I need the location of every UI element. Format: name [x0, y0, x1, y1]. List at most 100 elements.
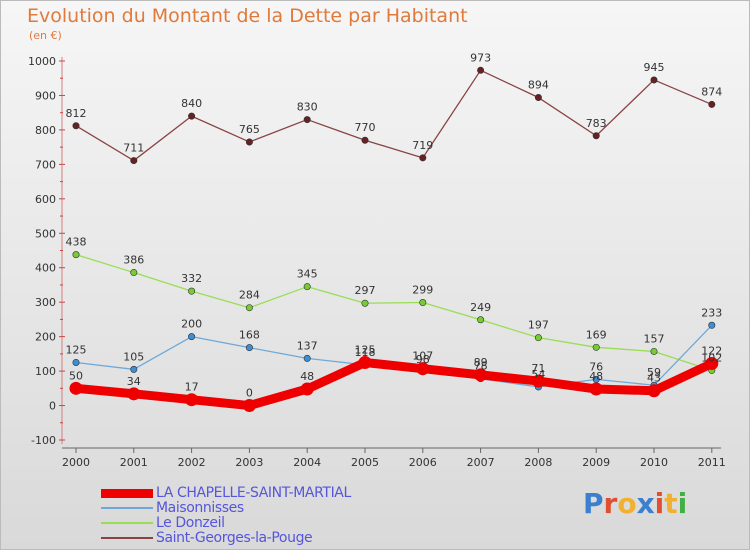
data-point	[130, 365, 138, 373]
y-tick-label: 600	[35, 193, 56, 206]
data-point	[303, 116, 311, 124]
data-label: 438	[66, 236, 87, 249]
data-label: 48	[300, 370, 314, 383]
x-tick-label: 2006	[409, 456, 437, 469]
y-tick-label: 200	[35, 331, 56, 344]
data-label: 102	[701, 351, 722, 364]
data-point	[361, 299, 369, 307]
x-tick-label: 2003	[235, 456, 263, 469]
data-label: 332	[181, 272, 202, 285]
logo-letter: x	[636, 487, 655, 520]
logo-letter: o	[617, 487, 637, 520]
data-point	[130, 157, 138, 165]
logo-letter: i	[654, 487, 665, 520]
y-tick-label: 500	[35, 227, 56, 240]
data-point	[127, 387, 141, 401]
data-point	[477, 66, 485, 74]
data-point	[708, 321, 716, 329]
x-tick-label: 2002	[178, 456, 206, 469]
data-label: 249	[470, 301, 491, 314]
data-label: 137	[297, 339, 318, 352]
x-tick-label: 2005	[351, 456, 379, 469]
data-label: 107	[412, 350, 433, 363]
logo-letter: P	[583, 487, 604, 520]
data-point	[72, 122, 80, 130]
data-point	[245, 138, 253, 146]
data-label: 89	[474, 356, 488, 369]
data-label: 765	[239, 123, 260, 136]
data-point	[361, 136, 369, 144]
legend-label: Le Donzeil	[156, 515, 225, 531]
data-point	[589, 382, 603, 396]
data-point	[650, 347, 658, 355]
data-point	[477, 316, 485, 324]
y-tick-label: 1000	[28, 55, 56, 68]
data-label: 125	[66, 343, 87, 356]
data-label: 840	[181, 97, 202, 110]
data-label: 54	[531, 368, 545, 381]
y-tick-label: 800	[35, 124, 56, 137]
logo-letter: r	[603, 487, 618, 520]
data-label: 76	[589, 360, 603, 373]
data-label: 386	[123, 254, 144, 267]
data-label: 168	[239, 329, 260, 342]
data-label: 98	[416, 353, 430, 366]
data-label: 299	[412, 284, 433, 297]
data-label: 105	[123, 350, 144, 363]
data-point	[474, 368, 488, 382]
data-point	[647, 384, 661, 398]
y-tick-label: 300	[35, 296, 56, 309]
data-point	[534, 334, 542, 342]
data-label: 345	[297, 268, 318, 281]
data-point	[592, 343, 600, 351]
data-label: 48	[589, 370, 603, 383]
data-label: 284	[239, 289, 260, 302]
legend-label: Maisonnisses	[156, 500, 244, 516]
data-point	[531, 374, 545, 388]
data-point	[69, 381, 83, 395]
data-label: 125	[355, 343, 376, 356]
data-point	[245, 304, 253, 312]
data-point	[300, 382, 314, 396]
data-label: 43	[647, 372, 661, 385]
data-point	[188, 112, 196, 120]
data-label: 122	[701, 345, 722, 358]
data-label: 169	[586, 328, 607, 341]
data-label: 118	[355, 346, 376, 359]
x-tick-label: 2008	[524, 456, 552, 469]
data-point	[72, 251, 80, 259]
data-label: 71	[531, 362, 545, 375]
data-label: 50	[69, 369, 83, 382]
data-label: 973	[470, 51, 491, 64]
data-label: 17	[185, 381, 199, 394]
legend-swatch	[101, 537, 153, 539]
logo-letter: t	[664, 487, 678, 520]
data-point	[188, 333, 196, 341]
data-point	[72, 358, 80, 366]
legend-label: Saint-Georges-la-Pouge	[156, 530, 313, 546]
legend-swatch	[101, 488, 153, 498]
x-tick-label: 2004	[293, 456, 321, 469]
data-label: 200	[181, 318, 202, 331]
data-label: 197	[528, 319, 549, 332]
chart-unit-label: (en €)	[29, 29, 62, 42]
x-tick-label: 2011	[698, 456, 726, 469]
data-label: 297	[355, 284, 376, 297]
data-point	[419, 154, 427, 162]
data-label: 157	[644, 332, 665, 345]
data-label: 830	[297, 101, 318, 114]
data-point	[185, 393, 199, 407]
x-tick-label: 2001	[120, 456, 148, 469]
y-tick-label: 100	[35, 365, 56, 378]
data-point	[705, 357, 719, 371]
data-point	[419, 299, 427, 307]
data-point	[245, 344, 253, 352]
x-tick-label: 2000	[62, 456, 90, 469]
data-point	[130, 269, 138, 277]
legend-swatch	[101, 522, 153, 524]
data-point	[303, 283, 311, 291]
data-point	[534, 94, 542, 102]
data-point	[358, 355, 372, 369]
